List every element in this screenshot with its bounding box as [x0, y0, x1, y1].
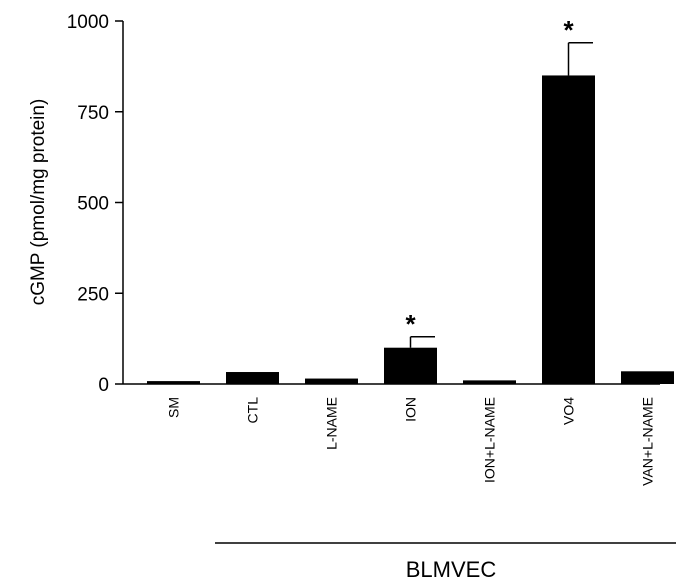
x-tick-label: VAN+L-NAME: [640, 397, 656, 486]
bar-ion: [384, 347, 437, 384]
group-label: BLMVEC: [406, 557, 497, 582]
x-tick-label: CTL: [245, 397, 261, 424]
bars: **: [147, 15, 674, 384]
y-tick-label: 1000: [67, 12, 109, 33]
bar-ion-l-name: [463, 380, 516, 384]
y-tick-label: 250: [77, 284, 109, 305]
x-tick-label: ION: [403, 397, 419, 422]
x-tick-label: VO4: [561, 397, 577, 425]
bar-van-l-name: [621, 371, 674, 384]
x-tick-label: L-NAME: [324, 397, 340, 450]
y-tick-label: 0: [98, 375, 109, 396]
bar-ctl: [226, 372, 279, 384]
category-labels: SM CTL L-NAME ION ION+L-NAME VO4 VAN+L-NAME: [166, 397, 656, 486]
bar-l-name: [305, 378, 358, 384]
significance-marker: *: [563, 15, 574, 45]
y-tick-label: 750: [77, 103, 109, 124]
y-axis-title: cGMP (pmol/mg protein): [28, 99, 49, 306]
significance-marker: *: [405, 309, 416, 339]
y-tick-label: 500: [77, 194, 109, 215]
x-tick-label: ION+L-NAME: [482, 397, 498, 483]
bar-vo4: [542, 75, 595, 384]
bar-sm: [147, 381, 200, 384]
x-tick-label: SM: [166, 397, 182, 418]
y-axis: 0 250 500 750 1000: [67, 12, 124, 396]
